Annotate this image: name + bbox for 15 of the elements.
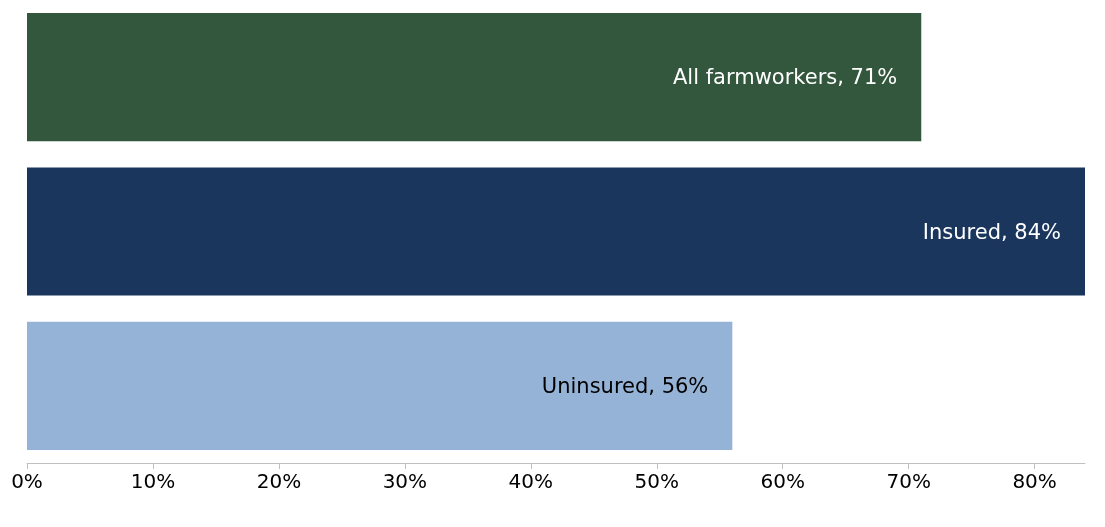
data-label: Uninsured, 56% [541, 373, 709, 398]
x-tick-label: 50% [634, 469, 679, 493]
x-tick-label: 60% [760, 469, 805, 493]
data-label: Insured, 84% [922, 219, 1061, 244]
bar [27, 167, 1085, 296]
x-tick-label: 10% [130, 469, 176, 493]
data-label: All farmworkers, 71% [672, 65, 898, 90]
bar [27, 321, 733, 450]
x-tick-label: 40% [508, 469, 554, 493]
x-tick-label: 30% [382, 469, 428, 493]
x-tick-label: 0% [11, 469, 43, 493]
x-tick-label: 20% [256, 469, 302, 493]
bar [27, 13, 922, 142]
x-tick-label: 80% [1012, 469, 1057, 493]
x-tick-label: 70% [886, 469, 931, 493]
